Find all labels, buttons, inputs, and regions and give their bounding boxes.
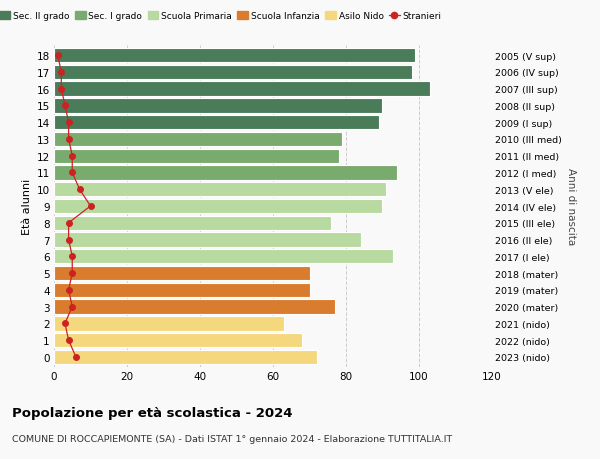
Y-axis label: Età alunni: Età alunni (22, 179, 32, 235)
Bar (54, 300, 335, 314)
Text: COMUNE DI ROCCAPIEMONTE (SA) - Dati ISTAT 1° gennaio 2024 - Elaborazione TUTTITA: COMUNE DI ROCCAPIEMONTE (SA) - Dati ISTA… (12, 434, 452, 443)
Bar (54, 116, 379, 130)
Bar (54, 133, 343, 147)
Bar (54, 166, 397, 180)
Bar (54, 200, 383, 213)
Bar (54, 266, 310, 280)
Bar (54, 99, 383, 113)
Y-axis label: Anni di nascita: Anni di nascita (566, 168, 575, 245)
Bar (54, 66, 412, 80)
Bar (54, 183, 386, 197)
Bar (54, 350, 317, 364)
Bar (54, 250, 394, 264)
Bar (54, 49, 415, 63)
Bar (54, 317, 284, 331)
Bar (54, 233, 361, 247)
Text: Popolazione per età scolastica - 2024: Popolazione per età scolastica - 2024 (12, 406, 293, 419)
Bar (54, 149, 338, 163)
Bar (54, 82, 430, 96)
Bar (54, 216, 331, 230)
Legend: Sec. II grado, Sec. I grado, Scuola Primaria, Scuola Infanzia, Asilo Nido, Stran: Sec. II grado, Sec. I grado, Scuola Prim… (0, 9, 445, 25)
Bar (54, 283, 310, 297)
Bar (54, 333, 302, 347)
